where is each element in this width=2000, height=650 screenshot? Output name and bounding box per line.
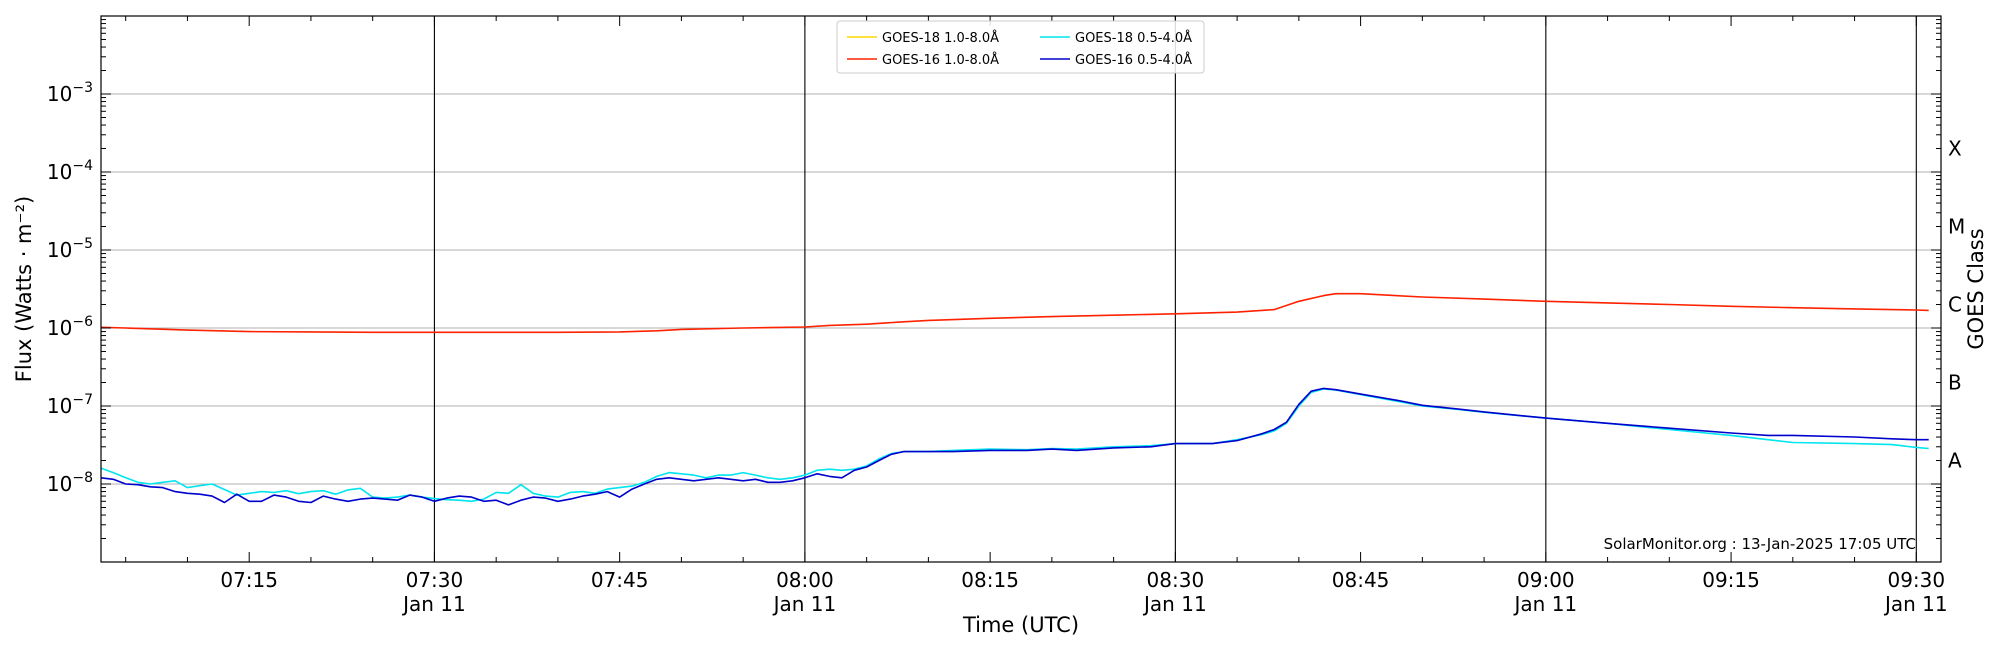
- x-tick-date-label: Jan 11: [1142, 592, 1207, 616]
- legend: GOES-18 1.0-8.0Å GOES-16 1.0-8.0Å GOES-18 …: [836, 20, 1205, 74]
- x-tick-date-label: Jan 11: [401, 592, 466, 616]
- y-tick-label: 10−4: [47, 158, 93, 184]
- x-tick-date-label: Jan 11: [1883, 592, 1948, 616]
- legend-label: GOES-16 1.0-8.0Å: [882, 52, 999, 68]
- goes-class-label: C: [1948, 293, 1962, 317]
- y-axis-title: Flux (Watts · m⁻²): [12, 196, 36, 382]
- vertical-marker-lines: [433, 16, 1917, 562]
- legend-label: GOES-18 0.5-4.0Å: [1075, 30, 1192, 46]
- goes-class-labels: X M C B A: [1948, 137, 1965, 473]
- x-tick-label: 09:15: [1702, 568, 1760, 592]
- x-tick-label: 09:00: [1517, 568, 1575, 592]
- y-tick-label: 10−8: [47, 470, 93, 496]
- goes-class-label: A: [1948, 449, 1962, 473]
- credit-label: SolarMonitor.org : 13-Jan-2025 17:05 UTC: [1604, 535, 1916, 553]
- horizontal-gridlines: [101, 93, 1941, 485]
- legend-label: GOES-18 1.0-8.0Å: [882, 30, 999, 46]
- x-tick-label: 08:30: [1147, 568, 1205, 592]
- x-tick-label: 08:45: [1332, 568, 1390, 592]
- y-tick-label: 10−3: [47, 80, 93, 106]
- x-tick-label: 08:00: [776, 568, 834, 592]
- series-line: [100, 387, 1929, 506]
- x-tick-date-label: Jan 11: [1513, 592, 1578, 616]
- x-tick-label: 09:30: [1887, 568, 1945, 592]
- goes-class-axis-title: GOES Class: [1964, 228, 1988, 349]
- goes-class-label: B: [1948, 371, 1962, 395]
- plot-frame: [100, 15, 1942, 563]
- x-tick-date-label: Jan 11: [772, 592, 837, 616]
- x-tick-label: 07:15: [220, 568, 278, 592]
- y-tick-label: 10−7: [47, 392, 93, 418]
- x-tick-label: 07:45: [591, 568, 649, 592]
- legend-label: GOES-16 0.5-4.0Å: [1075, 52, 1192, 68]
- x-axis-title: Time (UTC): [962, 613, 1079, 637]
- y-axis-ticks: 10−3 10−4 10−5 10−6 10−7 10−8: [47, 19, 1941, 563]
- legend-box: [836, 20, 1205, 74]
- goes-class-label: X: [1948, 137, 1962, 161]
- x-tick-label: 07:30: [406, 568, 464, 592]
- series-line: [100, 292, 1929, 334]
- y-tick-label: 10−6: [47, 314, 93, 340]
- goes-class-label: M: [1948, 215, 1965, 239]
- series-lines: [100, 292, 1929, 506]
- x-tick-label: 08:15: [961, 568, 1019, 592]
- y-tick-label: 10−5: [47, 236, 93, 262]
